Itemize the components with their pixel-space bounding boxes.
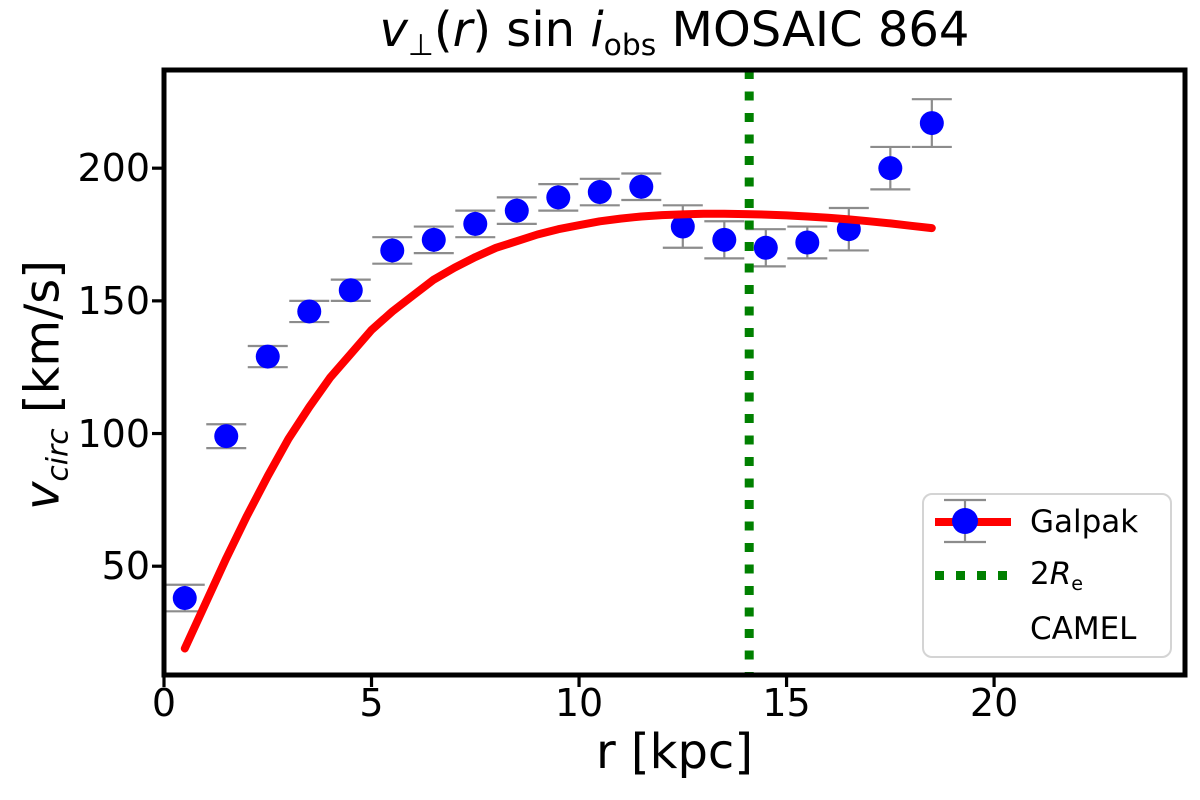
camel-point	[546, 185, 571, 210]
x-tick-label: 10	[554, 681, 604, 725]
camel-point	[878, 156, 903, 181]
camel-point	[463, 211, 488, 236]
camel-point	[795, 230, 820, 255]
x-tick-label: 20	[969, 681, 1019, 725]
camel-point	[338, 278, 363, 303]
x-tick-label: 5	[359, 681, 384, 725]
camel-point	[670, 214, 695, 239]
axes-spines	[161, 67, 1188, 678]
x-tick-label: 0	[151, 681, 177, 725]
y-tick-label: 50	[101, 544, 150, 589]
legend-label-camel: CAMEL	[1030, 611, 1137, 647]
chart-title: v⊥(r) sin iobs MOSAIC 864	[379, 2, 970, 63]
x-axis-label: r [kpc]	[595, 724, 754, 780]
camel-point	[712, 227, 737, 252]
camel-point	[504, 198, 529, 223]
re-dotted-swatch-icon	[932, 571, 1014, 580]
camel-point	[587, 180, 612, 205]
camel-point	[421, 227, 446, 252]
legend-label-galpak: Galpak	[1030, 504, 1139, 540]
camel-point	[629, 174, 654, 199]
legend-item-2re: 2Re	[924, 549, 1170, 602]
y-tick-label: 100	[77, 411, 150, 456]
camel-point	[919, 111, 944, 136]
legend-label-2re: 2Re	[1030, 556, 1084, 595]
galpak-line	[180, 209, 936, 653]
x-tick-label: 15	[762, 681, 811, 725]
camel-point	[297, 299, 322, 324]
y-tick-label: 200	[77, 146, 150, 191]
legend-item-camel: CAMEL	[924, 498, 1170, 656]
y-tick-label: 150	[77, 278, 150, 323]
camel-point	[255, 344, 280, 369]
camel-point	[753, 235, 778, 260]
camel-point	[214, 424, 239, 449]
legend: Galpak 2Re CAMEL	[922, 493, 1172, 658]
camel-point	[380, 238, 405, 263]
camel-point	[172, 586, 197, 611]
